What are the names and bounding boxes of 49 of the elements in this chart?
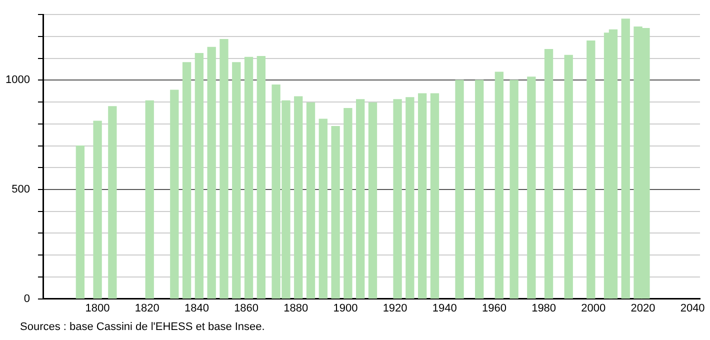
bar (494, 72, 504, 299)
bar (455, 80, 464, 299)
x-tick-label: 2000 (581, 302, 606, 314)
bar (430, 93, 440, 299)
x-tick-label: 1840 (184, 302, 209, 314)
bar (170, 90, 179, 299)
bar (182, 62, 192, 299)
bar (207, 46, 216, 299)
bar (108, 106, 117, 299)
bar (331, 126, 340, 299)
bar (527, 76, 536, 299)
bar (406, 97, 414, 299)
bar (232, 62, 241, 299)
bar (544, 49, 554, 299)
y-tick-label: 0 (24, 292, 30, 305)
bar (344, 108, 352, 299)
y-tick-label: 1000 (6, 74, 30, 86)
bar (356, 99, 365, 299)
x-tick-label: 2040 (680, 302, 705, 314)
x-tick-label: 1920 (382, 302, 408, 314)
x-tick-label: 1860 (234, 302, 259, 314)
bar (318, 118, 328, 299)
bar (306, 102, 316, 299)
x-tick-label: 1960 (482, 302, 506, 314)
bar (621, 18, 630, 299)
bar (294, 96, 303, 299)
bar (256, 56, 266, 299)
x-tick-label: 1820 (134, 302, 160, 314)
bar (564, 54, 573, 299)
source-note: Sources : base Cassini de l'EHESS et base Insee. (20, 321, 265, 334)
bar (194, 52, 204, 299)
x-tick-label: 1800 (85, 302, 110, 314)
bar (368, 102, 378, 299)
bar (220, 38, 228, 299)
bar (145, 100, 154, 299)
bar (244, 56, 254, 299)
bar (418, 93, 427, 299)
x-tick-label: 1980 (532, 302, 556, 314)
bar (76, 145, 85, 299)
bar (93, 120, 102, 299)
x-tick-label: 1940 (432, 302, 457, 314)
y-tick-label: 500 (12, 184, 30, 196)
bar (475, 80, 484, 299)
x-tick-label: 1900 (333, 302, 358, 314)
bar (510, 80, 518, 299)
x-tick-label: 1880 (284, 302, 308, 314)
bar (393, 99, 402, 299)
bar (586, 40, 596, 299)
x-tick-label: 2020 (630, 302, 656, 314)
